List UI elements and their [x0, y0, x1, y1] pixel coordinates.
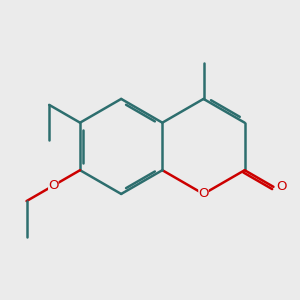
Text: O: O [198, 188, 209, 200]
Text: O: O [48, 179, 58, 192]
Text: O: O [276, 180, 286, 193]
